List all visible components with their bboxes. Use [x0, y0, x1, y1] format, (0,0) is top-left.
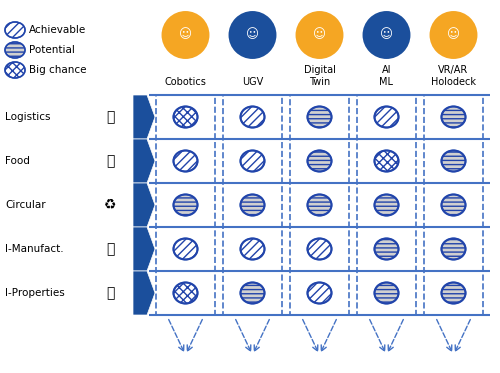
- Polygon shape: [133, 271, 155, 315]
- Polygon shape: [133, 227, 155, 271]
- Ellipse shape: [442, 107, 466, 128]
- Text: VR/AR
Holodeck: VR/AR Holodeck: [431, 65, 476, 87]
- Ellipse shape: [442, 150, 466, 172]
- Ellipse shape: [442, 282, 466, 304]
- Ellipse shape: [374, 238, 398, 260]
- Ellipse shape: [174, 150, 198, 172]
- Polygon shape: [133, 139, 155, 183]
- Ellipse shape: [240, 238, 264, 260]
- Text: Cobotics: Cobotics: [164, 77, 206, 87]
- Bar: [156, 95, 215, 315]
- Ellipse shape: [374, 150, 398, 172]
- Text: ☺: ☺: [380, 28, 393, 41]
- Text: 🚛: 🚛: [106, 110, 114, 124]
- Text: ☺: ☺: [447, 28, 460, 41]
- Text: ☺: ☺: [179, 28, 192, 41]
- Ellipse shape: [362, 10, 412, 60]
- Ellipse shape: [442, 238, 466, 260]
- Text: ♻: ♻: [104, 198, 116, 212]
- Ellipse shape: [240, 282, 264, 304]
- Text: UGV: UGV: [242, 77, 263, 87]
- Ellipse shape: [442, 194, 466, 216]
- Bar: [424, 95, 483, 315]
- Text: Food: Food: [5, 156, 30, 166]
- Bar: [357, 95, 416, 315]
- Ellipse shape: [240, 107, 264, 128]
- Text: 🏢: 🏢: [106, 286, 114, 300]
- Text: I-Properties: I-Properties: [5, 288, 65, 298]
- Text: Big chance: Big chance: [29, 65, 86, 75]
- Ellipse shape: [308, 150, 332, 172]
- Text: I-Manufact.: I-Manufact.: [5, 244, 64, 254]
- Text: AI
ML: AI ML: [380, 65, 394, 87]
- Text: 🥗: 🥗: [106, 154, 114, 168]
- Text: Digital
Twin: Digital Twin: [304, 65, 336, 87]
- Ellipse shape: [174, 107, 198, 128]
- Ellipse shape: [174, 282, 198, 304]
- Ellipse shape: [308, 107, 332, 128]
- Text: Circular: Circular: [5, 200, 46, 210]
- Ellipse shape: [174, 238, 198, 260]
- Polygon shape: [133, 95, 155, 139]
- Text: Potential: Potential: [29, 45, 75, 55]
- Ellipse shape: [174, 194, 198, 216]
- Text: Achievable: Achievable: [29, 25, 86, 35]
- Bar: [290, 95, 349, 315]
- Text: ☺: ☺: [313, 28, 326, 41]
- Ellipse shape: [5, 42, 25, 58]
- Ellipse shape: [294, 10, 344, 60]
- Ellipse shape: [374, 194, 398, 216]
- Text: Logistics: Logistics: [5, 112, 51, 122]
- Ellipse shape: [308, 194, 332, 216]
- Ellipse shape: [374, 107, 398, 128]
- Ellipse shape: [308, 238, 332, 260]
- Ellipse shape: [240, 194, 264, 216]
- Bar: [223, 95, 282, 315]
- Polygon shape: [133, 183, 155, 227]
- Text: 👷: 👷: [106, 242, 114, 256]
- Ellipse shape: [5, 22, 25, 38]
- Ellipse shape: [308, 282, 332, 304]
- Ellipse shape: [5, 62, 25, 78]
- Ellipse shape: [240, 150, 264, 172]
- Ellipse shape: [428, 10, 478, 60]
- Ellipse shape: [374, 282, 398, 304]
- Text: ☺: ☺: [246, 28, 259, 41]
- Ellipse shape: [160, 10, 210, 60]
- Ellipse shape: [228, 10, 278, 60]
